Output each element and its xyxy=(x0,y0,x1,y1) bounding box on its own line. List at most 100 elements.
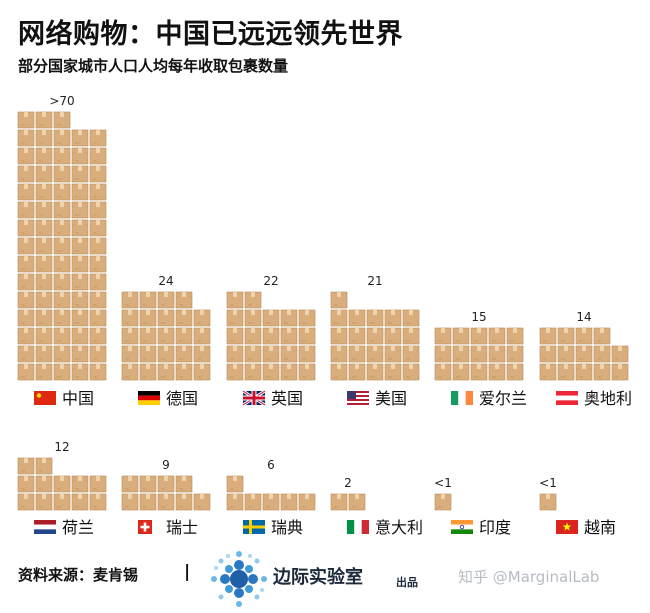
parcel-box xyxy=(53,147,71,165)
value-label: <1 xyxy=(434,476,452,490)
parcel-box xyxy=(35,129,53,147)
flag-nl-icon xyxy=(34,520,56,534)
parcel-box xyxy=(17,147,35,165)
parcel-box xyxy=(71,219,89,237)
country-group: 12 荷兰 xyxy=(17,440,107,537)
parcel-box xyxy=(348,327,366,345)
country-group: 6 瑞典 xyxy=(226,458,316,537)
value-label: 15 xyxy=(471,310,486,324)
parcel-box xyxy=(121,327,139,345)
parcel-box xyxy=(35,345,53,363)
country-label: 越南 xyxy=(584,518,616,537)
parcel-box xyxy=(89,345,107,363)
country-group: 24 德国 xyxy=(121,274,211,408)
parcel-box xyxy=(35,201,53,219)
parcel-box xyxy=(53,291,71,309)
brand-name: 边际实验室 xyxy=(273,567,363,588)
parcel-box xyxy=(71,273,89,291)
parcel-box xyxy=(262,363,280,381)
parcel-box xyxy=(280,309,298,327)
parcel-box xyxy=(470,327,488,345)
parcel-box xyxy=(193,493,211,511)
flag-at-icon xyxy=(556,391,578,405)
country-label: 意大利 xyxy=(375,518,423,537)
parcel-box xyxy=(53,345,71,363)
parcel-box xyxy=(611,345,629,363)
country-group: 22 英国 xyxy=(226,274,316,408)
parcel-box xyxy=(175,345,193,363)
country-label: 英国 xyxy=(271,389,303,408)
parcel-box xyxy=(35,457,53,475)
parcel-box xyxy=(71,363,89,381)
country-label: 印度 xyxy=(479,518,511,537)
parcel-box xyxy=(280,363,298,381)
country-label: 美国 xyxy=(375,389,407,408)
parcel-box xyxy=(402,345,420,363)
parcel-box xyxy=(89,475,107,493)
parcel-box xyxy=(157,327,175,345)
parcel-box xyxy=(17,309,35,327)
parcel-box xyxy=(330,309,348,327)
parcel-box xyxy=(17,201,35,219)
flag-us-icon xyxy=(347,391,369,405)
flag-gb-icon xyxy=(242,389,266,407)
parcel-box xyxy=(35,111,53,129)
parcel-box xyxy=(53,129,71,147)
parcel-box xyxy=(402,327,420,345)
country-group: 21 美国 xyxy=(330,274,420,408)
parcel-box xyxy=(226,291,244,309)
parcel-box xyxy=(470,363,488,381)
parcel-box xyxy=(35,493,53,511)
value-label: 24 xyxy=(158,274,173,288)
parcel-box xyxy=(193,363,211,381)
source-note: 资料来源：麦肯锡 xyxy=(18,566,139,584)
parcel-box xyxy=(89,493,107,511)
country-group: 15 爱尔兰 xyxy=(434,310,527,408)
parcel-box xyxy=(226,475,244,493)
parcel-box xyxy=(330,291,348,309)
parcel-box xyxy=(53,327,71,345)
parcel-box xyxy=(35,309,53,327)
country-group: 2 意大利 xyxy=(330,476,423,537)
flag-it-icon xyxy=(347,520,369,534)
country-group: 9 瑞士 xyxy=(121,458,211,537)
parcel-box xyxy=(35,327,53,345)
parcel-box xyxy=(193,309,211,327)
watermark: 知乎 @MarginalLab xyxy=(458,568,600,586)
parcel-box xyxy=(175,327,193,345)
parcel-box xyxy=(575,363,593,381)
parcel-box xyxy=(611,363,629,381)
parcel-box xyxy=(280,493,298,511)
parcel-box xyxy=(35,291,53,309)
parcel-box xyxy=(71,201,89,219)
parcel-box xyxy=(488,345,506,363)
parcel-box xyxy=(157,475,175,493)
parcel-box xyxy=(175,493,193,511)
parcel-box xyxy=(17,363,35,381)
parcel-box xyxy=(17,273,35,291)
parcel-box xyxy=(298,363,316,381)
parcel-box xyxy=(53,111,71,129)
parcel-box xyxy=(384,327,402,345)
parcel-box xyxy=(53,273,71,291)
parcel-box xyxy=(348,363,366,381)
parcel-box xyxy=(244,345,262,363)
parcel-box xyxy=(139,327,157,345)
parcel-box xyxy=(262,309,280,327)
parcel-box xyxy=(121,309,139,327)
parcel-box xyxy=(175,363,193,381)
parcel-box xyxy=(89,237,107,255)
parcel-box xyxy=(452,327,470,345)
parcel-box xyxy=(89,219,107,237)
parcel-box xyxy=(17,165,35,183)
parcel-box xyxy=(348,345,366,363)
parcel-box xyxy=(280,327,298,345)
parcel-box xyxy=(89,309,107,327)
parcel-box xyxy=(298,345,316,363)
parcel-box xyxy=(366,309,384,327)
parcel-box xyxy=(330,493,348,511)
parcel-box xyxy=(244,291,262,309)
lab-logo-icon xyxy=(211,551,267,607)
parcel-box xyxy=(89,255,107,273)
parcel-box xyxy=(157,291,175,309)
